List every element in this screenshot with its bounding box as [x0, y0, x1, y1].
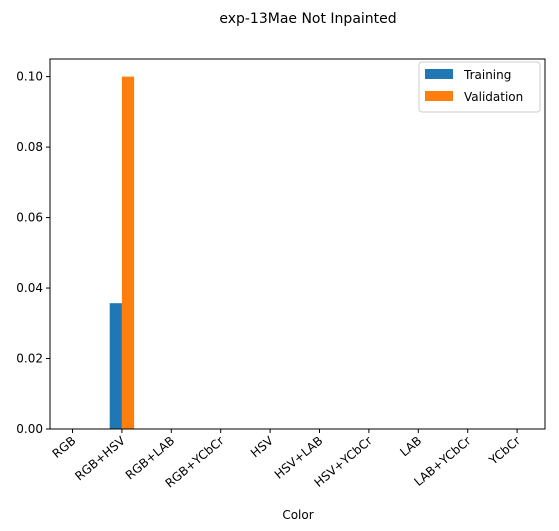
legend-swatch-validation	[425, 91, 453, 101]
y-tick-label: 0.06	[16, 211, 43, 225]
chart-title: exp-13Mae Not Inpainted	[219, 11, 396, 27]
bar-training-rgb-hsv	[109, 303, 122, 429]
legend: Training Validation	[418, 61, 541, 113]
y-tick-label: 0.10	[16, 70, 43, 84]
x-tick-label: HSV	[248, 433, 277, 460]
x-tick-label: LAB	[397, 434, 424, 460]
legend-label-validation: Validation	[464, 90, 523, 104]
legend-label-training: Training	[463, 68, 511, 82]
legend-swatch-training	[425, 69, 453, 79]
plot-frame	[49, 58, 546, 430]
y-axis: 0.00 0.02 0.04 0.06 0.08 0.10	[16, 70, 50, 436]
bar-validation-rgb-hsv	[121, 76, 135, 430]
y-tick-label: 0.04	[16, 281, 43, 295]
x-axis-label: Color	[282, 508, 313, 522]
x-tick-label: RGB+HSV	[72, 433, 128, 483]
y-tick-label: 0.00	[16, 422, 43, 436]
x-tick-label: RGB	[50, 434, 79, 461]
x-tick-label: YCbCr	[486, 434, 523, 469]
y-tick-label: 0.08	[16, 140, 43, 154]
bars-group	[109, 76, 135, 430]
y-tick-label: 0.02	[16, 352, 43, 366]
